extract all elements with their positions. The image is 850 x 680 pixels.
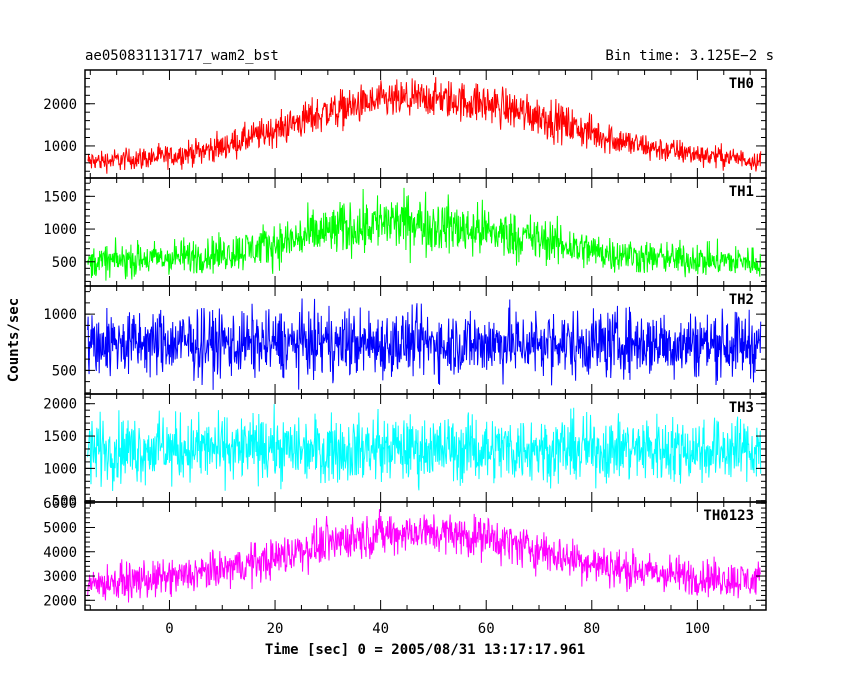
panels-group: 1000 2000 TH0 500 1000 1500 TH1 500 1000 TH2 500 10… <box>43 69 767 611</box>
chart-title: ae050831131717_wam2_bst <box>85 48 279 64</box>
panel-frame <box>84 69 767 179</box>
x-tick-label: 0 <box>165 621 173 637</box>
panel-th1: 500 1000 1500 TH1 <box>43 177 767 287</box>
y-tick-label: 1500 <box>43 429 77 445</box>
panel-label-th0123: TH0123 <box>703 508 754 524</box>
x-tick-label: 60 <box>478 621 495 637</box>
y-tick-label: 6000 <box>43 496 77 512</box>
panel-th0: 1000 2000 TH0 <box>43 69 767 179</box>
y-tick-label: 2000 <box>43 593 77 609</box>
panel-th0123: 2000 3000 4000 5000 6000 TH0123 <box>43 496 767 611</box>
panel-frame <box>84 501 767 611</box>
panel-label-th0: TH0 <box>729 76 754 92</box>
y-tick-label: 500 <box>52 363 77 379</box>
series-line-th2 <box>87 298 762 390</box>
y-tick-label: 500 <box>52 255 77 271</box>
y-tick-label: 500 <box>52 494 77 510</box>
y-tick-label: 1000 <box>43 307 77 323</box>
panel-th3: 500 1000 1500 2000 TH3 <box>43 393 767 510</box>
x-tick-label: 100 <box>685 621 710 637</box>
series-line-th0 <box>87 77 762 174</box>
series-line-th3 <box>87 404 762 491</box>
panel-label-th2: TH2 <box>729 292 754 308</box>
x-axis: 0 20 40 60 80 100 <box>165 621 710 637</box>
y-tick-label: 1000 <box>43 461 77 477</box>
x-tick-label: 20 <box>267 621 284 637</box>
y-tick-label: 3000 <box>43 569 77 585</box>
y-tick-label: 2000 <box>43 97 77 113</box>
bin-time-label: Bin time: 3.125E−2 s <box>605 48 774 64</box>
y-tick-label: 1500 <box>43 189 77 205</box>
series-line-th0123 <box>87 509 762 603</box>
x-tick-label: 80 <box>583 621 600 637</box>
y-tick-label: 5000 <box>43 520 77 536</box>
panel-th2: 500 1000 TH2 <box>43 285 767 395</box>
panel-label-th3: TH3 <box>729 400 754 416</box>
y-tick-label: 1000 <box>43 222 77 238</box>
panel-label-th1: TH1 <box>729 184 754 200</box>
x-axis-label: Time [sec] 0 = 2005/08/31 13:17:17.961 <box>265 642 585 658</box>
x-tick-label: 40 <box>372 621 389 637</box>
y-tick-label: 4000 <box>43 545 77 561</box>
series-line-th1 <box>87 187 762 281</box>
y-axis-label: Counts/sec <box>6 298 22 382</box>
y-tick-label: 2000 <box>43 397 77 413</box>
y-tick-label: 1000 <box>43 139 77 155</box>
